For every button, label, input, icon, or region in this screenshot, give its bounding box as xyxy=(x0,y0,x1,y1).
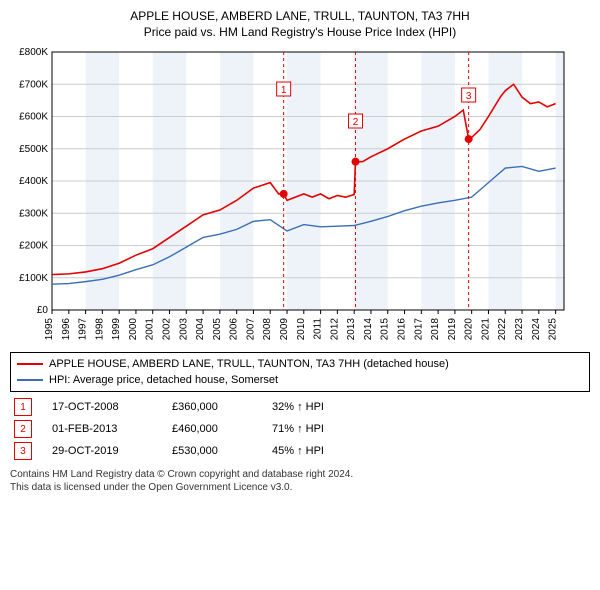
sale-date: 29-OCT-2019 xyxy=(52,445,152,457)
svg-text:2016: 2016 xyxy=(397,318,408,341)
sale-pct-vs-hpi: 71% ↑ HPI xyxy=(272,423,324,435)
sale-row: 2 01-FEB-2013 £460,000 71% ↑ HPI xyxy=(10,418,590,440)
svg-text:2025: 2025 xyxy=(548,318,559,341)
sale-date: 01-FEB-2013 xyxy=(52,423,152,435)
legend-label: APPLE HOUSE, AMBERD LANE, TRULL, TAUNTON… xyxy=(49,358,449,370)
chart-title: APPLE HOUSE, AMBERD LANE, TRULL, TAUNTON… xyxy=(10,8,590,40)
svg-text:2011: 2011 xyxy=(313,318,324,340)
svg-text:2009: 2009 xyxy=(279,318,290,341)
svg-text:2015: 2015 xyxy=(380,318,391,341)
sale-pct-vs-hpi: 32% ↑ HPI xyxy=(272,401,324,413)
sale-price: £460,000 xyxy=(172,423,252,435)
attribution: Contains HM Land Registry data © Crown c… xyxy=(10,468,590,494)
svg-text:2020: 2020 xyxy=(464,318,475,341)
svg-text:2024: 2024 xyxy=(531,318,542,341)
svg-text:£800K: £800K xyxy=(19,47,48,58)
svg-text:2017: 2017 xyxy=(413,318,424,341)
legend: APPLE HOUSE, AMBERD LANE, TRULL, TAUNTON… xyxy=(10,352,590,392)
sale-pct-vs-hpi: 45% ↑ HPI xyxy=(272,445,324,457)
legend-row: APPLE HOUSE, AMBERD LANE, TRULL, TAUNTON… xyxy=(17,356,583,372)
svg-text:1998: 1998 xyxy=(94,318,105,341)
svg-text:2022: 2022 xyxy=(497,318,508,341)
svg-text:£400K: £400K xyxy=(19,176,48,187)
sale-number-box: 3 xyxy=(14,442,32,460)
sale-number-box: 2 xyxy=(14,420,32,438)
svg-text:3: 3 xyxy=(466,91,472,102)
legend-swatch xyxy=(17,363,43,365)
svg-text:2012: 2012 xyxy=(329,318,340,341)
chart-svg: £0 £100K £200K £300K £400K £500K £600K £700K £80… xyxy=(10,46,570,346)
svg-text:£700K: £700K xyxy=(19,80,48,91)
svg-text:£0: £0 xyxy=(37,305,49,316)
legend-swatch xyxy=(17,379,43,381)
svg-text:£600K: £600K xyxy=(19,112,48,123)
svg-text:2014: 2014 xyxy=(363,318,374,341)
svg-text:2003: 2003 xyxy=(178,318,189,341)
svg-text:2004: 2004 xyxy=(195,318,206,341)
svg-text:2005: 2005 xyxy=(212,318,223,341)
sale-price: £360,000 xyxy=(172,401,252,413)
svg-text:2018: 2018 xyxy=(430,318,441,341)
svg-text:2: 2 xyxy=(353,117,359,128)
sale-number-box: 1 xyxy=(14,398,32,416)
sale-row: 3 29-OCT-2019 £530,000 45% ↑ HPI xyxy=(10,440,590,462)
svg-text:2000: 2000 xyxy=(128,318,139,341)
svg-text:2019: 2019 xyxy=(447,318,458,341)
svg-text:1999: 1999 xyxy=(111,318,122,341)
svg-text:£200K: £200K xyxy=(19,241,48,252)
legend-row: HPI: Average price, detached house, Some… xyxy=(17,372,583,388)
sale-date: 17-OCT-2008 xyxy=(52,401,152,413)
attribution-line1: Contains HM Land Registry data © Crown c… xyxy=(10,468,590,481)
svg-text:2010: 2010 xyxy=(296,318,307,341)
attribution-line2: This data is licensed under the Open Gov… xyxy=(10,481,590,494)
legend-label: HPI: Average price, detached house, Some… xyxy=(49,374,278,386)
title-line1: APPLE HOUSE, AMBERD LANE, TRULL, TAUNTON… xyxy=(10,8,590,24)
svg-text:2001: 2001 xyxy=(145,318,156,341)
svg-text:2023: 2023 xyxy=(514,318,525,341)
svg-text:2006: 2006 xyxy=(229,318,240,341)
svg-text:£300K: £300K xyxy=(19,209,48,220)
svg-text:2007: 2007 xyxy=(245,318,256,341)
sale-row: 1 17-OCT-2008 £360,000 32% ↑ HPI xyxy=(10,396,590,418)
svg-text:1995: 1995 xyxy=(44,318,55,341)
sale-price: £530,000 xyxy=(172,445,252,457)
svg-text:1996: 1996 xyxy=(61,318,72,341)
sales-table: 1 17-OCT-2008 £360,000 32% ↑ HPI 2 01-FEB-201… xyxy=(10,396,590,462)
svg-text:2008: 2008 xyxy=(262,318,273,341)
svg-text:1: 1 xyxy=(281,85,287,96)
svg-text:2013: 2013 xyxy=(346,318,357,341)
svg-text:£100K: £100K xyxy=(19,273,48,284)
title-line2: Price paid vs. HM Land Registry's House … xyxy=(10,24,590,40)
price-chart: £0 £100K £200K £300K £400K £500K £600K £700K £80… xyxy=(10,46,590,346)
svg-text:£500K: £500K xyxy=(19,144,48,155)
svg-text:2021: 2021 xyxy=(480,318,491,341)
svg-text:1997: 1997 xyxy=(78,318,89,341)
svg-text:2002: 2002 xyxy=(162,318,173,341)
